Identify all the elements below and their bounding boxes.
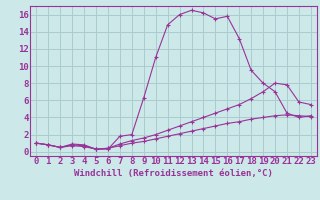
X-axis label: Windchill (Refroidissement éolien,°C): Windchill (Refroidissement éolien,°C): [74, 169, 273, 178]
